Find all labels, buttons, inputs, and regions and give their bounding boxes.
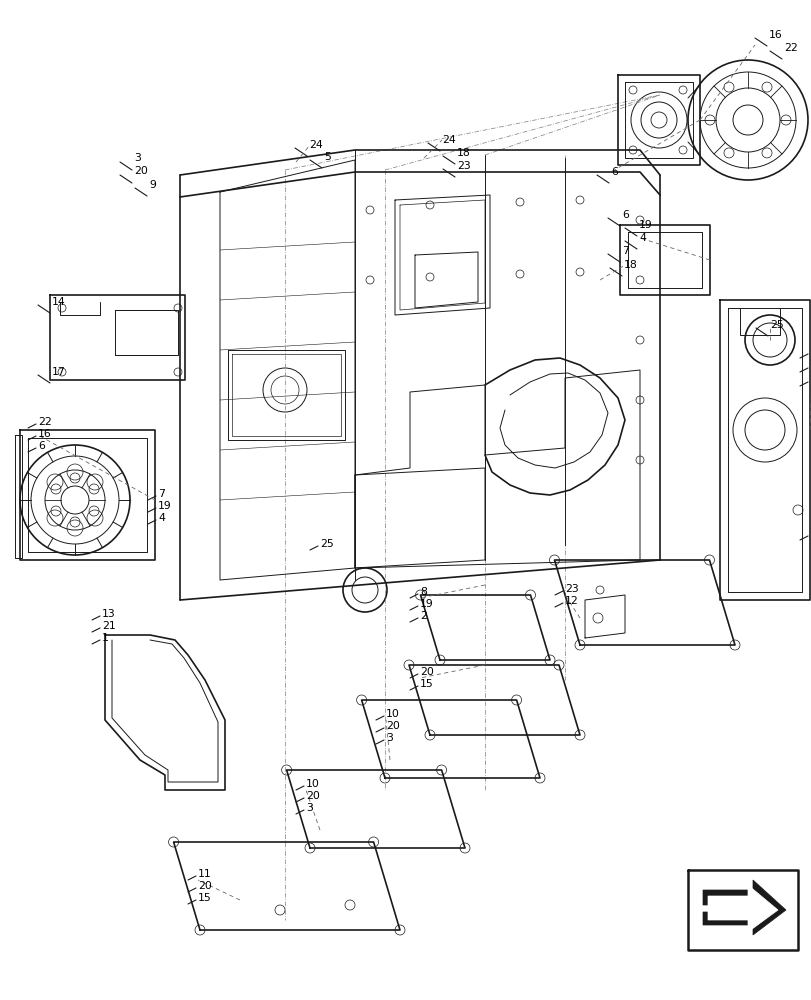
Text: 20: 20 bbox=[306, 791, 320, 801]
Text: 8: 8 bbox=[419, 587, 427, 597]
Text: 16: 16 bbox=[768, 30, 782, 40]
Text: 17: 17 bbox=[52, 367, 66, 377]
Text: 10: 10 bbox=[306, 779, 320, 789]
Text: 18: 18 bbox=[457, 148, 470, 158]
Text: 4: 4 bbox=[638, 233, 645, 243]
Text: 21: 21 bbox=[102, 621, 116, 631]
Polygon shape bbox=[702, 880, 785, 935]
Text: 2: 2 bbox=[419, 611, 427, 621]
Text: 18: 18 bbox=[623, 260, 637, 270]
Text: 9: 9 bbox=[148, 180, 156, 190]
Text: 24: 24 bbox=[441, 135, 455, 145]
Text: 6: 6 bbox=[621, 210, 628, 220]
Text: 7: 7 bbox=[158, 489, 165, 499]
Text: 6: 6 bbox=[38, 441, 45, 451]
Text: 22: 22 bbox=[38, 417, 52, 427]
Text: 16: 16 bbox=[38, 429, 52, 439]
Text: 15: 15 bbox=[419, 679, 433, 689]
Text: 4: 4 bbox=[158, 513, 165, 523]
Text: 22: 22 bbox=[783, 43, 796, 53]
Text: 5: 5 bbox=[324, 152, 330, 162]
Text: 19: 19 bbox=[638, 220, 652, 230]
Text: 3: 3 bbox=[134, 153, 140, 163]
Text: 23: 23 bbox=[457, 161, 470, 171]
Text: 13: 13 bbox=[102, 609, 116, 619]
Text: 20: 20 bbox=[198, 881, 212, 891]
Text: 20: 20 bbox=[419, 667, 433, 677]
Text: 14: 14 bbox=[52, 297, 66, 307]
Text: 15: 15 bbox=[198, 893, 212, 903]
Text: 1: 1 bbox=[102, 633, 109, 643]
Text: 19: 19 bbox=[419, 599, 433, 609]
Text: 25: 25 bbox=[769, 320, 783, 330]
Text: 3: 3 bbox=[385, 733, 393, 743]
Text: 25: 25 bbox=[320, 539, 333, 549]
Polygon shape bbox=[707, 885, 777, 932]
Text: 11: 11 bbox=[198, 869, 212, 879]
Text: 7: 7 bbox=[621, 246, 628, 256]
Text: 20: 20 bbox=[385, 721, 399, 731]
Text: 12: 12 bbox=[564, 596, 578, 606]
Text: 20: 20 bbox=[134, 166, 148, 176]
Text: 24: 24 bbox=[309, 140, 322, 150]
Text: 6: 6 bbox=[610, 167, 617, 177]
Text: 23: 23 bbox=[564, 584, 578, 594]
Text: 10: 10 bbox=[385, 709, 399, 719]
Text: 3: 3 bbox=[306, 803, 312, 813]
Text: 19: 19 bbox=[158, 501, 172, 511]
